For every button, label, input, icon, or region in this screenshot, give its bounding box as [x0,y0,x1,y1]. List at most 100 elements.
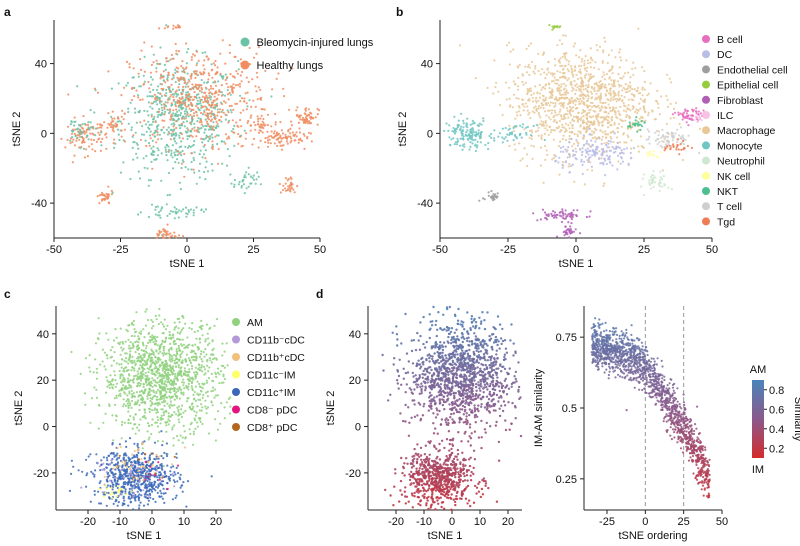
data-point [213,357,216,360]
data-point [198,153,201,156]
data-point [182,424,185,427]
data-point [151,118,155,121]
data-point [205,353,208,356]
data-point [593,90,596,93]
data-point [144,139,147,142]
data-point [220,381,223,384]
legend-label: Endothelial cell [717,64,788,76]
data-point [565,150,568,153]
data-point [609,89,612,92]
data-point [182,235,185,238]
data-point [191,87,195,90]
data-point [141,98,144,101]
data-point [586,112,589,115]
data-point [281,132,284,135]
data-point [697,113,700,116]
data-point [173,411,176,414]
data-point [160,103,163,106]
data-point [580,153,584,157]
data-point [174,114,178,118]
data-point [144,350,147,353]
data-point [107,112,110,115]
data-point [627,98,631,101]
data-point [176,352,179,355]
data-point [158,108,161,111]
data-point [195,411,198,414]
data-point [551,158,554,161]
data-point [641,88,644,91]
data-point [185,212,188,215]
data-point [187,105,190,108]
data-point [179,188,182,191]
data-point [600,121,604,124]
data-point [167,145,170,148]
data-point [149,399,152,403]
data-point [541,53,545,56]
data-point [600,142,603,145]
data-point [561,210,564,213]
data-point [564,209,567,212]
data-point [119,392,122,395]
data-point [110,115,113,118]
data-point [180,132,183,136]
data-point [190,356,193,359]
data-point [131,366,134,369]
data-point [228,91,231,94]
data-point [209,125,212,128]
data-point [571,215,574,219]
data-point [210,400,213,403]
data-point [195,206,198,209]
data-point [253,121,256,124]
data-point [564,55,567,58]
data-point [110,189,113,192]
data-point [171,88,174,91]
data-point [591,101,594,105]
data-point [614,56,617,59]
data-point [578,117,581,121]
data-point [223,406,226,409]
y-tick-label: -40 [31,198,47,210]
y-tick-label: -40 [417,198,433,210]
data-point [611,65,614,68]
data-point [201,51,204,55]
data-point [118,363,121,366]
data-point [193,371,196,374]
data-point [218,111,221,114]
data-point [179,100,182,103]
data-point [177,327,180,330]
data-point [177,50,181,53]
data-point [570,100,573,103]
data-point [270,130,273,133]
data-point [560,129,563,132]
legend-marker [702,65,710,74]
data-point [567,165,570,168]
data-point [238,85,242,88]
data-point [587,73,591,76]
data-point [164,110,167,113]
data-point [174,161,177,164]
data-point [158,476,161,479]
data-point [614,150,617,153]
data-point [289,141,292,144]
data-point [596,115,599,118]
data-point [144,347,148,350]
data-point [137,335,140,338]
data-point [78,131,81,134]
data-point [209,91,212,94]
data-point [188,135,191,138]
data-point [120,129,123,132]
data-point [190,134,193,137]
data-point [183,101,187,104]
data-point [247,173,250,176]
data-point [86,134,89,137]
data-point [148,356,151,359]
data-point [543,138,546,142]
data-point [492,92,495,95]
data-point [236,124,239,127]
data-point [128,437,132,440]
data-point [483,198,486,201]
data-point [199,353,202,356]
data-point [150,147,153,150]
data-point [671,113,675,116]
data-point [257,86,260,89]
